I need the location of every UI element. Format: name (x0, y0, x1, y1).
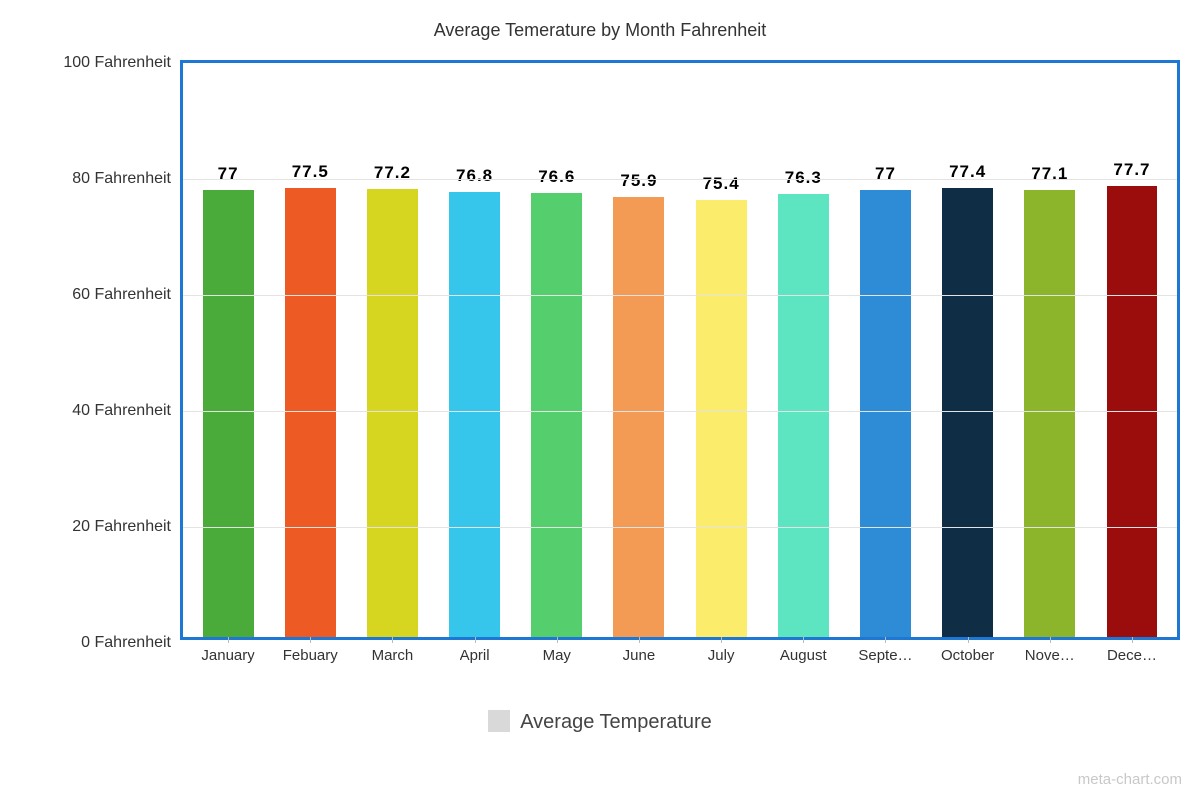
bar: 76.6 (531, 193, 582, 637)
bar: 77 (203, 190, 254, 637)
footer-credit: meta-chart.com (1078, 771, 1182, 788)
bar-slot: 77Septe… (844, 63, 926, 637)
y-tick-label: 20 Fahrenheit (72, 518, 171, 536)
bar-slot: 77.5Febuary (269, 63, 351, 637)
bar: 77.2 (367, 189, 418, 637)
bar: 77.4 (942, 188, 993, 637)
x-tick-label: July (708, 647, 735, 664)
x-tick-label: April (460, 647, 490, 664)
bar-slot: 75.4July (680, 63, 762, 637)
y-tick-label: 80 Fahrenheit (72, 170, 171, 188)
gridline (183, 179, 1177, 180)
bars-layer: 77January77.5Febuary77.2March76.8April76… (183, 63, 1177, 637)
x-tick-mark (1050, 637, 1051, 643)
bar-slot: 76.8April (434, 63, 516, 637)
bar: 77 (860, 190, 911, 637)
x-tick-label: October (941, 647, 994, 664)
x-tick-label: January (201, 647, 254, 664)
gridline (183, 527, 1177, 528)
x-tick-mark (968, 637, 969, 643)
x-tick-mark (803, 637, 804, 643)
x-tick-label: August (780, 647, 827, 664)
x-tick-label: Febuary (283, 647, 338, 664)
bar: 75.4 (696, 200, 747, 637)
x-tick-mark (392, 637, 393, 643)
bar: 77.5 (285, 188, 336, 638)
bar-slot: 77January (187, 63, 269, 637)
bar-value-label: 76.8 (456, 166, 493, 186)
chart-title: Average Temerature by Month Fahrenheit (0, 20, 1200, 41)
bar-slot: 77.7Dece… (1091, 63, 1173, 637)
y-tick-label: 40 Fahrenheit (72, 402, 171, 420)
legend-label: Average Temperature (520, 711, 712, 733)
bar-value-label: 75.9 (620, 171, 657, 191)
legend-swatch (488, 710, 510, 732)
gridline (183, 295, 1177, 296)
legend: Average Temperature (0, 710, 1200, 734)
bar: 76.3 (778, 194, 829, 637)
gridline (183, 411, 1177, 412)
bar-slot: 77.2March (351, 63, 433, 637)
x-tick-mark (557, 637, 558, 643)
bar-value-label: 77.7 (1113, 160, 1150, 180)
x-tick-label: May (543, 647, 571, 664)
x-tick-label: Septe… (858, 647, 912, 664)
bar-value-label: 77.1 (1031, 164, 1068, 184)
y-tick-label: 60 Fahrenheit (72, 286, 171, 304)
x-tick-label: Nove… (1025, 647, 1075, 664)
x-tick-label: March (372, 647, 414, 664)
x-tick-mark (310, 637, 311, 643)
bar-slot: 76.6May (516, 63, 598, 637)
y-tick-label: 100 Fahrenheit (63, 54, 171, 72)
bar-value-label: 77 (218, 164, 239, 184)
x-tick-mark (885, 637, 886, 643)
bar: 76.8 (449, 192, 500, 637)
chart-container: Average Temerature by Month Fahrenheit 7… (0, 0, 1200, 800)
x-tick-mark (639, 637, 640, 643)
x-tick-label: Dece… (1107, 647, 1157, 664)
x-tick-label: June (623, 647, 656, 664)
x-tick-mark (721, 637, 722, 643)
bar-slot: 76.3August (762, 63, 844, 637)
bar-slot: 77.4October (927, 63, 1009, 637)
bar: 75.9 (613, 197, 664, 637)
bar-value-label: 77 (875, 164, 896, 184)
plot-area: 77January77.5Febuary77.2March76.8April76… (180, 60, 1180, 640)
x-tick-mark (475, 637, 476, 643)
bar-value-label: 76.6 (538, 167, 575, 187)
bar-value-label: 75.4 (703, 174, 740, 194)
bar: 77.1 (1024, 190, 1075, 637)
x-tick-mark (228, 637, 229, 643)
bar-slot: 75.9June (598, 63, 680, 637)
bar-value-label: 77.2 (374, 163, 411, 183)
y-tick-label: 0 Fahrenheit (81, 634, 171, 652)
bar-slot: 77.1Nove… (1009, 63, 1091, 637)
x-tick-mark (1132, 637, 1133, 643)
